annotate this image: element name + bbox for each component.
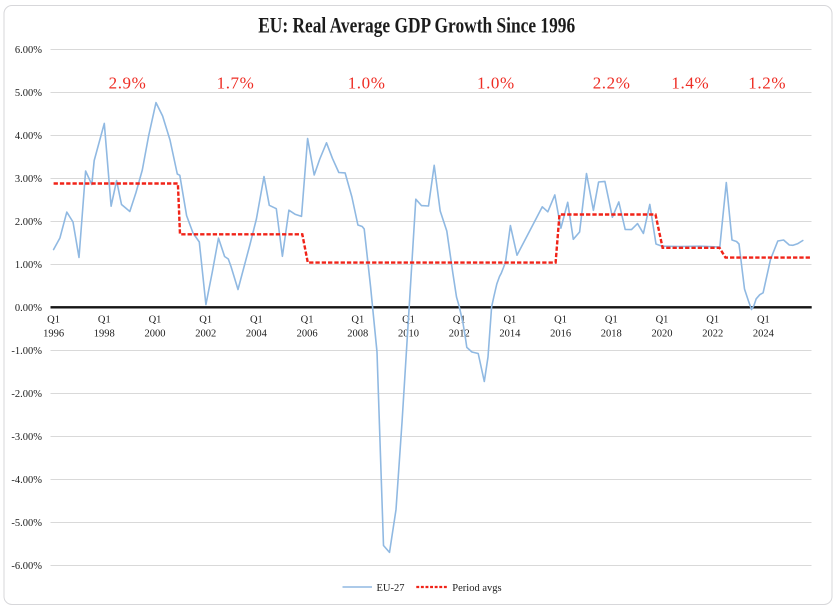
svg-text:Q1: Q1: [301, 315, 314, 326]
svg-text:1.2%: 1.2%: [748, 74, 786, 93]
svg-text:4.00%: 4.00%: [15, 131, 42, 142]
svg-text:1996: 1996: [43, 329, 64, 340]
svg-text:Q1: Q1: [757, 315, 770, 326]
svg-text:2008: 2008: [347, 329, 368, 340]
svg-text:1.00%: 1.00%: [15, 260, 42, 271]
svg-text:-5.00%: -5.00%: [11, 518, 42, 529]
svg-text:Q1: Q1: [453, 315, 466, 326]
svg-text:2016: 2016: [550, 329, 571, 340]
svg-text:Q1: Q1: [351, 315, 364, 326]
svg-text:2000: 2000: [145, 329, 166, 340]
svg-text:Q1: Q1: [250, 315, 263, 326]
svg-text:Period avgs: Period avgs: [452, 583, 501, 594]
svg-text:0.00%: 0.00%: [15, 303, 42, 314]
svg-text:-2.00%: -2.00%: [11, 389, 42, 400]
svg-text:2.00%: 2.00%: [15, 217, 42, 228]
svg-text:Q1: Q1: [554, 315, 567, 326]
svg-text:2018: 2018: [601, 329, 622, 340]
svg-text:6.00%: 6.00%: [15, 45, 42, 56]
svg-text:Q1: Q1: [98, 315, 111, 326]
svg-text:Q1: Q1: [656, 315, 669, 326]
svg-text:EU: Real Average GDP Growth Si: EU: Real Average GDP Growth Since 1996: [258, 12, 575, 37]
svg-text:-3.00%: -3.00%: [11, 432, 42, 443]
svg-text:1.7%: 1.7%: [217, 74, 255, 93]
svg-text:2014: 2014: [499, 329, 521, 340]
svg-text:2010: 2010: [398, 329, 419, 340]
svg-text:1.0%: 1.0%: [348, 74, 386, 93]
svg-text:2.9%: 2.9%: [109, 74, 147, 93]
svg-text:Q1: Q1: [199, 315, 212, 326]
svg-text:EU-27: EU-27: [377, 583, 405, 594]
svg-text:2002: 2002: [195, 329, 216, 340]
svg-text:Q1: Q1: [706, 315, 719, 326]
svg-text:5.00%: 5.00%: [15, 88, 42, 99]
svg-text:-6.00%: -6.00%: [11, 561, 42, 572]
svg-text:2022: 2022: [702, 329, 723, 340]
svg-text:1.0%: 1.0%: [477, 74, 515, 93]
svg-text:1998: 1998: [94, 329, 115, 340]
svg-text:2004: 2004: [246, 329, 268, 340]
svg-text:-4.00%: -4.00%: [11, 475, 42, 486]
svg-text:Q1: Q1: [605, 315, 618, 326]
svg-text:2.2%: 2.2%: [593, 74, 631, 93]
svg-text:Q1: Q1: [149, 315, 162, 326]
svg-text:3.00%: 3.00%: [15, 174, 42, 185]
svg-text:2020: 2020: [652, 329, 673, 340]
svg-text:-1.00%: -1.00%: [11, 346, 42, 357]
svg-text:Q1: Q1: [503, 315, 516, 326]
svg-text:2006: 2006: [297, 329, 318, 340]
svg-text:2012: 2012: [449, 329, 470, 340]
svg-text:2024: 2024: [753, 329, 775, 340]
svg-text:1.4%: 1.4%: [671, 74, 709, 93]
svg-text:Q1: Q1: [47, 315, 60, 326]
